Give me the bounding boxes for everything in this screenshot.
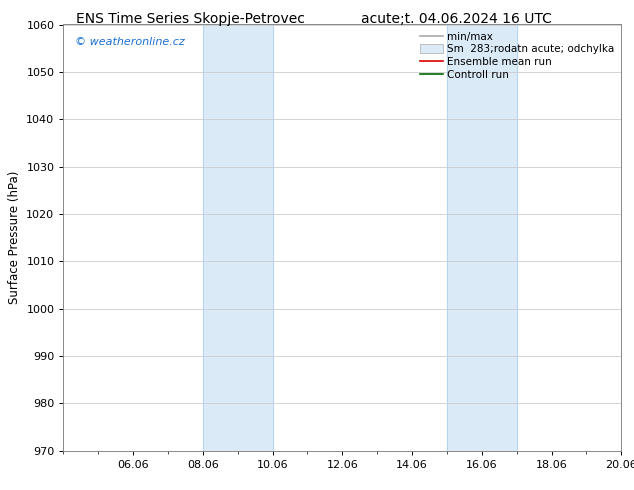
Bar bbox=[203, 24, 273, 451]
Bar bbox=[447, 24, 517, 451]
Text: ENS Time Series Skopje-Petrovec: ENS Time Series Skopje-Petrovec bbox=[75, 12, 305, 26]
Y-axis label: Surface Pressure (hPa): Surface Pressure (hPa) bbox=[8, 171, 21, 304]
Text: acute;t. 04.06.2024 16 UTC: acute;t. 04.06.2024 16 UTC bbox=[361, 12, 552, 26]
Text: © weatheronline.cz: © weatheronline.cz bbox=[75, 37, 184, 48]
Legend: min/max, Sm  283;rodatn acute; odchylka, Ensemble mean run, Controll run: min/max, Sm 283;rodatn acute; odchylka, … bbox=[418, 30, 616, 82]
